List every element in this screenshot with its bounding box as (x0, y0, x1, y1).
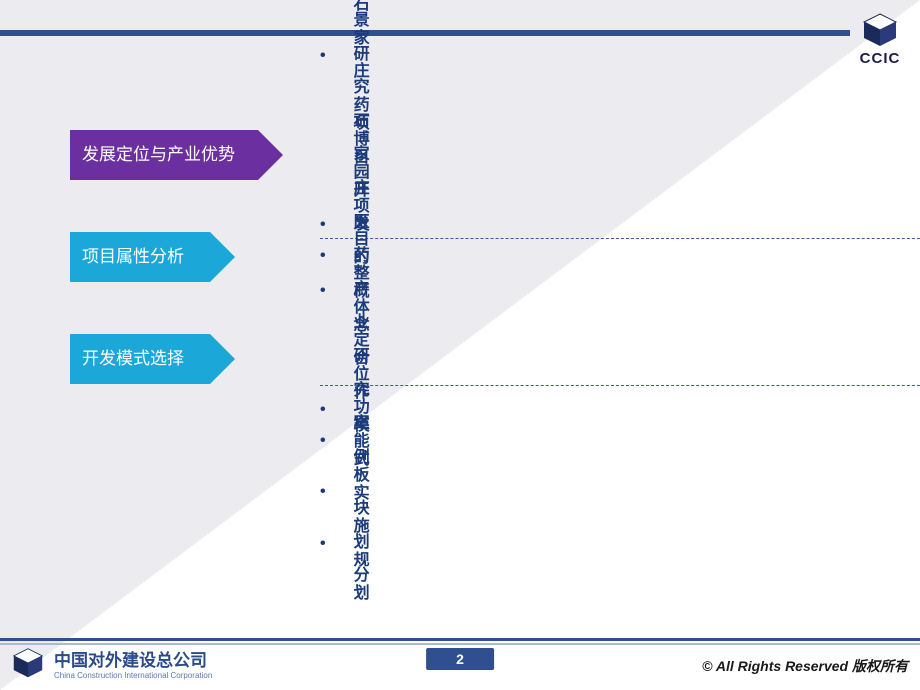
cube-icon (860, 12, 900, 48)
section-2: 项目属性分析 解读石家庄药博园 项目整体定位 功能板块划分 (70, 232, 258, 282)
footer-company-logo: 中国对外建设总公司 China Construction Internation… (10, 646, 212, 680)
section-3-arrow: 开发模式选择 (70, 334, 210, 384)
separator-2 (320, 385, 920, 386)
copyright-text: © All Rights Reserved 版权所有 (702, 656, 908, 676)
list-item: 实施规划 (320, 477, 370, 611)
footer: 中国对外建设总公司 China Construction Internation… (0, 638, 920, 690)
company-name-en: China Construction International Corpora… (54, 671, 212, 680)
ccic-logo: CCIC (852, 12, 908, 82)
footer-divider (0, 638, 920, 645)
page-number: 2 (426, 648, 494, 670)
cube-icon (10, 647, 46, 679)
ccic-label: CCIC (860, 50, 901, 67)
content-area: 发展定位与产业优势 医药产业背景研究 石家庄医药产业研究 案例 项目属性分析 解… (70, 130, 258, 429)
company-name-cn: 中国对外建设总公司 (54, 646, 212, 671)
section-1-arrow: 发展定位与产业优势 (70, 130, 258, 180)
separator-1 (320, 238, 920, 239)
section-2-arrow: 项目属性分析 (70, 232, 210, 282)
header-bar (0, 30, 850, 36)
section-1: 发展定位与产业优势 医药产业背景研究 石家庄医药产业研究 案例 (70, 130, 258, 180)
list-item: 项目开发的概念 (320, 107, 370, 342)
section-3-bullets: 项目开发的概念 合作模式 实施规划 (320, 107, 370, 611)
list-item: 合作模式 (320, 342, 370, 476)
section-3: 开发模式选择 项目开发的概念 合作模式 实施规划 (70, 334, 258, 384)
